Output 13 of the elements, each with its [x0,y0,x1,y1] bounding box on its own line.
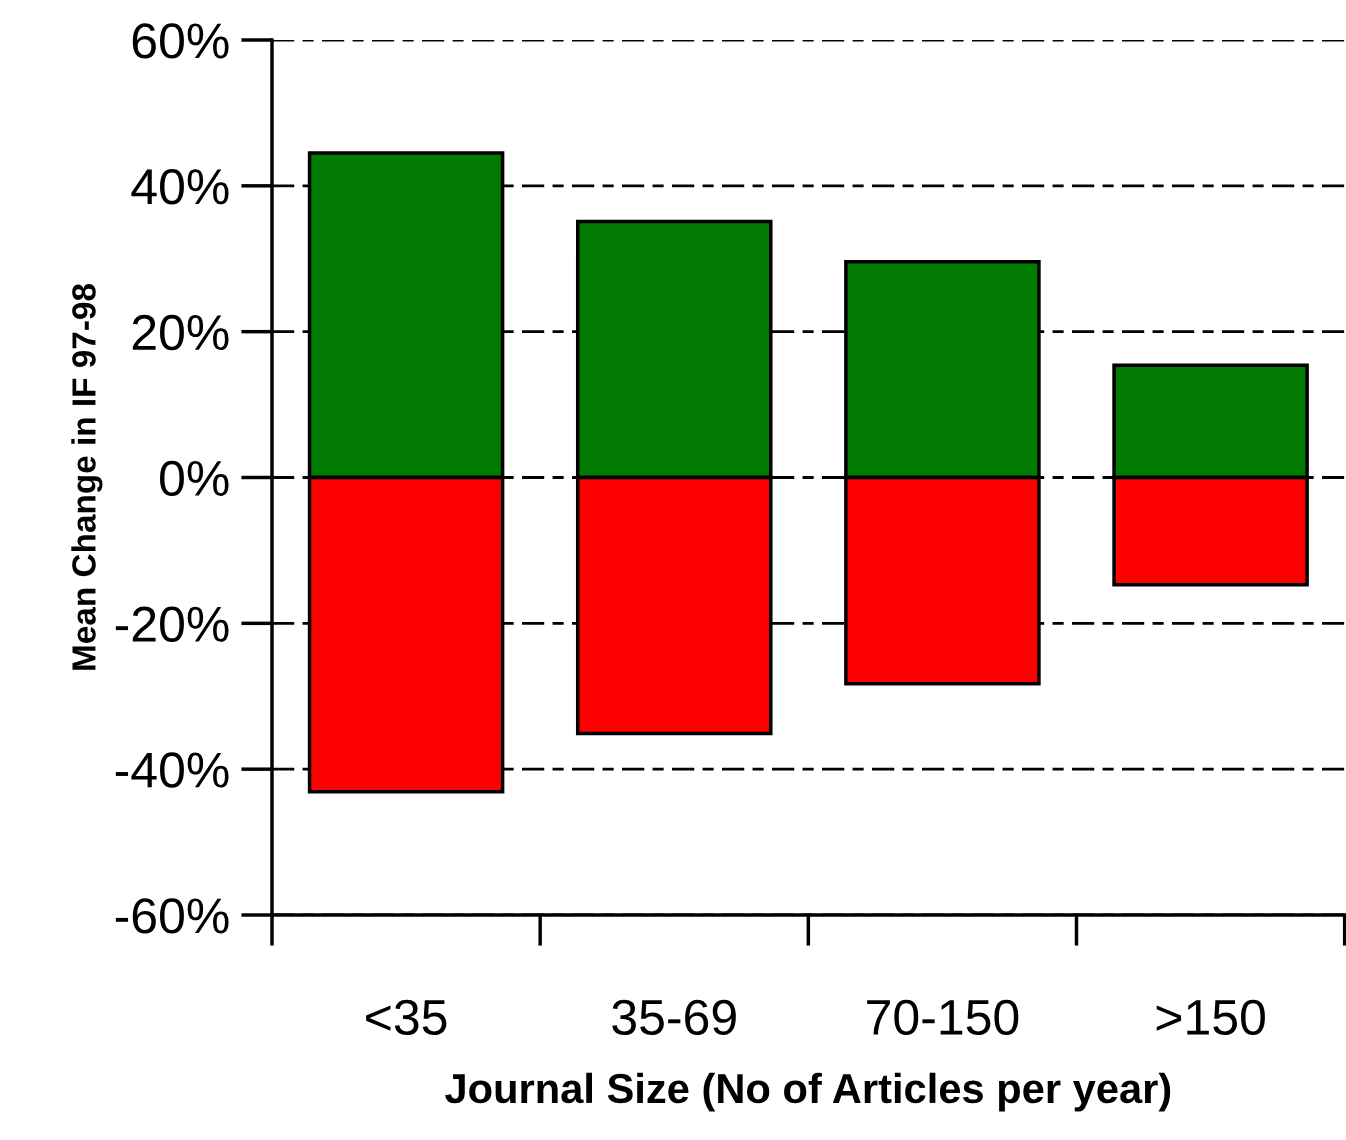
x-tick-label: <35 [366,999,447,1036]
y-tick-label: -40% [115,752,229,788]
y-tick-label: 40% [131,169,229,205]
y-tick-label: -60% [115,898,229,934]
x-tick-label: 70-150 [867,999,1019,1036]
x-tick-label: >150 [1156,999,1265,1036]
x-axis-title: Journal Size (No of Articles per year) [445,1072,1171,1112]
y-axis-title: Mean Change in IF 97-98 [71,284,103,670]
y-tick-label: -20% [115,606,229,642]
y-tick-label: 60% [132,23,229,59]
x-tick-label: 35-69 [612,999,736,1036]
y-tick-label: 20% [132,314,229,351]
y-tick-label: 0% [160,460,229,497]
